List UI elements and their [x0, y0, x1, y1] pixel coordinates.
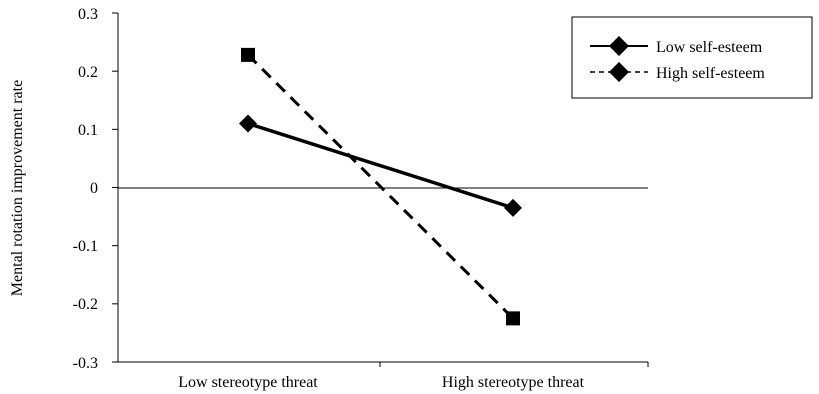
legend-label-high-self-esteem: High self-esteem — [656, 65, 765, 82]
series-line-low-self-esteem — [247, 121, 514, 210]
x-tick-label-high-threat: High stereotype threat — [442, 374, 585, 391]
y-tick-label: -0.1 — [73, 238, 98, 255]
series-line-high-self-esteem — [246, 53, 515, 320]
legend-label-low-self-esteem: Low self-esteem — [656, 39, 763, 56]
y-tick-label: 0.3 — [78, 6, 98, 23]
data-point-high-self-esteem-0 — [241, 47, 255, 62]
x-tick-labels: Low stereotype threat High stereotype th… — [178, 374, 584, 391]
legend-diamond-icon-high — [609, 62, 629, 82]
plot-series — [239, 47, 522, 326]
data-point-low-self-esteem-1 — [504, 198, 522, 217]
y-tick-marks — [112, 12, 118, 363]
y-tick-labels: 0.3 0.2 0.1 0 -0.1 -0.2 -0.3 — [73, 6, 98, 372]
data-point-high-self-esteem-1 — [506, 311, 520, 326]
y-tick-label: 0 — [90, 180, 98, 197]
legend: Low self-esteem High self-esteem — [571, 16, 813, 99]
y-tick-label: -0.2 — [73, 296, 98, 313]
legend-diamond-icon-low — [609, 36, 629, 56]
y-axis-title: Mental rotation improvement rate — [9, 80, 26, 296]
y-tick-label: 0.2 — [78, 64, 98, 81]
y-tick-label: 0.1 — [78, 122, 98, 139]
x-tick-label-low-threat: Low stereotype threat — [178, 374, 318, 391]
y-tick-label: -0.3 — [73, 355, 98, 372]
legend-box — [571, 16, 813, 99]
x-axis — [118, 361, 649, 367]
data-point-low-self-esteem-0 — [239, 114, 257, 133]
